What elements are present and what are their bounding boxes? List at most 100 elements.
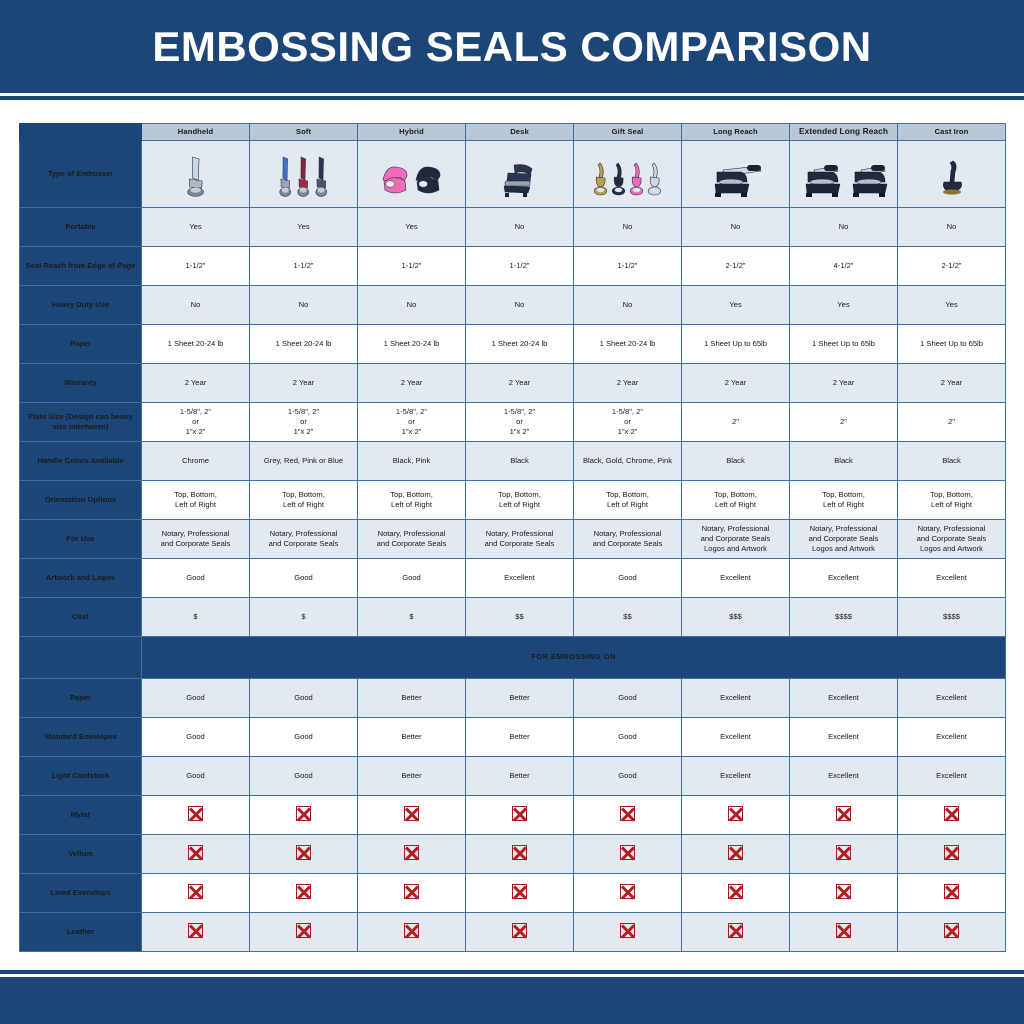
emb-cell-2-1: Good	[249, 756, 358, 796]
emb-cell-1-7: Excellent	[897, 717, 1006, 757]
table-row: Handle Colors Available Chrome Grey, Red, …	[19, 441, 1006, 481]
emb-cell-6-0	[141, 912, 250, 952]
cell-0-2: Yes	[357, 207, 466, 247]
x-mark-icon	[188, 844, 203, 860]
cell-9-5: Excellent	[681, 558, 790, 598]
cell-0-6: No	[789, 207, 898, 247]
emb-cell-2-2: Better	[357, 756, 466, 796]
cell-2-3: No	[465, 285, 574, 325]
x-mark-icon	[512, 883, 527, 899]
emb-cell-3-1	[249, 795, 358, 835]
cell-3-4: 1 Sheet 20-24 lb	[573, 324, 682, 364]
emb-cell-1-5: Excellent	[681, 717, 790, 757]
emb-cell-5-2	[357, 873, 466, 913]
column-header-desk[interactable]: Desk	[465, 123, 574, 141]
cell-2-5: Yes	[681, 285, 790, 325]
x-mark-icon	[404, 922, 419, 938]
x-mark-icon	[188, 922, 203, 938]
embosser-image-cell	[249, 140, 358, 208]
row-label-handle-colors-available: Handle Colors Available	[19, 441, 142, 481]
emb-cell-1-2: Better	[357, 717, 466, 757]
emb-cell-0-1: Good	[249, 678, 358, 718]
emb-cell-3-3	[465, 795, 574, 835]
cell-2-6: Yes	[789, 285, 898, 325]
x-mark-icon	[620, 805, 635, 821]
cell-0-1: Yes	[249, 207, 358, 247]
cell-5-6: 2"	[789, 402, 898, 442]
emb-cell-4-4	[573, 834, 682, 874]
cell-8-1: Notary, Professional and Corporate Seals	[249, 519, 358, 559]
x-mark-icon	[836, 844, 851, 860]
row-label-cost: Cost	[19, 597, 142, 637]
cell-6-3: Black	[465, 441, 574, 481]
emb-cell-4-2	[357, 834, 466, 874]
x-mark-icon	[188, 805, 203, 821]
emb-cell-5-6	[789, 873, 898, 913]
embosser-image-cell	[141, 140, 250, 208]
hybrid-embossers-pink-black-icon	[360, 143, 463, 205]
emb-cell-5-4	[573, 873, 682, 913]
section-banner-row: FOR EMBOSSING ON	[19, 636, 1006, 679]
emb-cell-2-4: Good	[573, 756, 682, 796]
row-label-mylar: Mylar	[19, 795, 142, 835]
cell-5-1: 1-5/8", 2" or 1"x 2"	[249, 402, 358, 442]
emb-cell-6-1	[249, 912, 358, 952]
top-divider-rule	[0, 96, 1024, 100]
cast-iron-embosser-black-icon	[900, 143, 1003, 205]
column-header-long-reach[interactable]: Long Reach	[681, 123, 790, 141]
table-row: Cost $ $ $ $$ $$ $$$ $$$$ $$$$	[19, 597, 1006, 637]
cell-7-7: Top, Bottom, Left of Right	[897, 480, 1006, 520]
emb-cell-0-2: Better	[357, 678, 466, 718]
emb-cell-1-0: Good	[141, 717, 250, 757]
column-header-cast-iron[interactable]: Cast Iron	[897, 123, 1006, 141]
row-label-heavy-duty-use: Heavy Duty Use	[19, 285, 142, 325]
column-header-hybrid[interactable]: Hybrid	[357, 123, 466, 141]
emb-cell-5-7	[897, 873, 1006, 913]
cell-5-7: 2"	[897, 402, 1006, 442]
cell-4-6: 2 Year	[789, 363, 898, 403]
column-header-extended-long-reach[interactable]: Extended Long Reach	[789, 123, 898, 141]
row-label-leather: Leather	[19, 912, 142, 952]
x-mark-icon	[404, 844, 419, 860]
table-row: Artwork and Logos Good Good Good Excellent Go…	[19, 558, 1006, 598]
cell-10-0: $	[141, 597, 250, 637]
table-row: For Use Notary, Professional and Corporate…	[19, 519, 1006, 559]
emb-cell-3-5	[681, 795, 790, 835]
cell-4-4: 2 Year	[573, 363, 682, 403]
x-mark-icon	[728, 844, 743, 860]
table-row: Orientation Options Top, Bottom, Left of R…	[19, 480, 1006, 520]
cell-9-3: Excellent	[465, 558, 574, 598]
cell-9-2: Good	[357, 558, 466, 598]
x-mark-icon	[296, 922, 311, 938]
emb-cell-5-3	[465, 873, 574, 913]
cell-1-0: 1-1/2"	[141, 246, 250, 286]
table-row: Heavy Duty Use No No No No No Yes Yes Yes	[19, 285, 1006, 325]
cell-8-7: Notary, Professional and Corporate Seals L…	[897, 519, 1006, 559]
row-label-light-cardstock: Light Cardstock	[19, 756, 142, 796]
cell-10-7: $$$$	[897, 597, 1006, 637]
emb-cell-0-0: Good	[141, 678, 250, 718]
cell-6-4: Black, Gold, Chrome, Pink	[573, 441, 682, 481]
comparison-table-wrap: Handheld Soft Hybrid Desk Gift Seal Long Reac…	[19, 123, 1006, 952]
emb-cell-1-6: Excellent	[789, 717, 898, 757]
cell-9-4: Good	[573, 558, 682, 598]
emb-cell-6-6	[789, 912, 898, 952]
emb-cell-4-1	[249, 834, 358, 874]
column-header-handheld[interactable]: Handheld	[141, 123, 250, 141]
extended-long-reach-embossers-black-icon	[792, 143, 895, 205]
emb-cell-3-2	[357, 795, 466, 835]
column-header-gift-seal[interactable]: Gift Seal	[573, 123, 682, 141]
cell-7-5: Top, Bottom, Left of Right	[681, 480, 790, 520]
comparison-table: Handheld Soft Hybrid Desk Gift Seal Long Reac…	[19, 123, 1006, 952]
x-mark-icon	[620, 844, 635, 860]
cell-1-4: 1-1/2"	[573, 246, 682, 286]
cell-6-0: Chrome	[141, 441, 250, 481]
cell-8-2: Notary, Professional and Corporate Seals	[357, 519, 466, 559]
table-row: Paper Good Good Better Better Good Excellent Ex…	[19, 678, 1006, 718]
cell-4-1: 2 Year	[249, 363, 358, 403]
cell-1-6: 4-1/2"	[789, 246, 898, 286]
embosser-image-cell	[357, 140, 466, 208]
cell-5-2: 1-5/8", 2" or 1"x 2"	[357, 402, 466, 442]
column-header-soft[interactable]: Soft	[249, 123, 358, 141]
